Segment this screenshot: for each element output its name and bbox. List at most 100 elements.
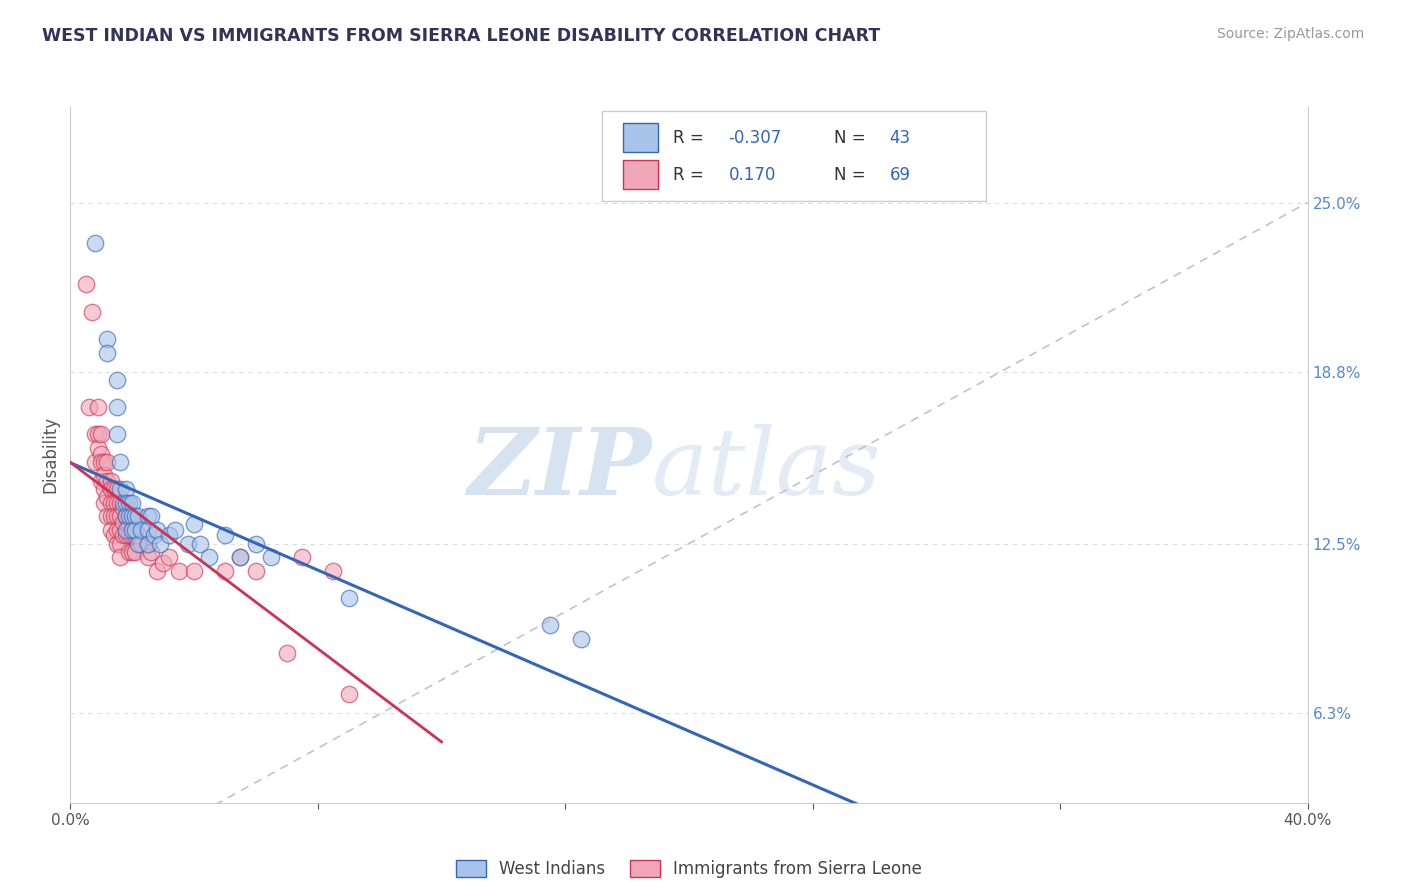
Point: [96, 332, 118, 346]
Point: [105, 400, 128, 414]
Point: [136, 509, 159, 524]
Point: [121, 528, 143, 542]
Point: [115, 523, 138, 537]
FancyBboxPatch shape: [602, 111, 986, 201]
Point: [111, 528, 134, 542]
Point: [93, 496, 115, 510]
Point: [115, 482, 138, 496]
Point: [96, 509, 118, 524]
Point: [90, 427, 112, 442]
Point: [118, 496, 141, 510]
Point: [93, 482, 115, 496]
Point: [146, 564, 169, 578]
Point: [118, 509, 141, 524]
Point: [105, 523, 128, 537]
Point: [177, 536, 200, 550]
Point: [96, 455, 118, 469]
Point: [146, 523, 169, 537]
Point: [121, 496, 143, 510]
Point: [142, 528, 165, 542]
Text: atlas: atlas: [652, 424, 882, 514]
Point: [229, 550, 252, 565]
Point: [322, 564, 344, 578]
Point: [118, 517, 141, 532]
Point: [136, 536, 159, 550]
Point: [100, 496, 122, 510]
Point: [108, 496, 131, 510]
Point: [124, 523, 146, 537]
Point: [569, 632, 592, 646]
Point: [103, 496, 125, 510]
Point: [105, 536, 128, 550]
Point: [100, 509, 122, 524]
Point: [108, 482, 131, 496]
Point: [157, 528, 180, 542]
Point: [87, 427, 110, 442]
Point: [90, 455, 112, 469]
Point: [84, 427, 107, 442]
Text: 69: 69: [890, 166, 910, 184]
Text: R =: R =: [673, 166, 703, 184]
Point: [131, 536, 153, 550]
Point: [139, 545, 162, 559]
Point: [131, 523, 153, 537]
Point: [115, 509, 138, 524]
Point: [260, 550, 283, 565]
Text: WEST INDIAN VS IMMIGRANTS FROM SIERRA LEONE DISABILITY CORRELATION CHART: WEST INDIAN VS IMMIGRANTS FROM SIERRA LE…: [42, 27, 880, 45]
Point: [165, 523, 187, 537]
Point: [96, 474, 118, 488]
Point: [100, 482, 122, 496]
Point: [87, 441, 110, 455]
Point: [214, 528, 236, 542]
Point: [108, 550, 131, 565]
Point: [118, 528, 141, 542]
Text: N =: N =: [834, 166, 865, 184]
Point: [111, 501, 134, 516]
Point: [124, 545, 146, 559]
Point: [105, 373, 128, 387]
Point: [87, 400, 110, 414]
Text: 43: 43: [890, 128, 911, 146]
Point: [108, 509, 131, 524]
Point: [84, 455, 107, 469]
Point: [93, 468, 115, 483]
Point: [100, 474, 122, 488]
Point: [121, 523, 143, 537]
Point: [124, 528, 146, 542]
Point: [103, 528, 125, 542]
Point: [245, 564, 267, 578]
Point: [90, 474, 112, 488]
Point: [139, 509, 162, 524]
Point: [108, 523, 131, 537]
Y-axis label: Disability: Disability: [41, 417, 59, 493]
Text: R =: R =: [673, 128, 703, 146]
Point: [183, 564, 205, 578]
Point: [121, 517, 143, 532]
Point: [90, 446, 112, 460]
Point: [108, 455, 131, 469]
Point: [276, 646, 298, 660]
Point: [115, 509, 138, 524]
Point: [103, 482, 125, 496]
Point: [80, 304, 103, 318]
Point: [136, 536, 159, 550]
Point: [124, 509, 146, 524]
Point: [93, 455, 115, 469]
FancyBboxPatch shape: [623, 123, 658, 153]
Point: [75, 277, 97, 292]
Point: [96, 345, 118, 359]
Point: [105, 496, 128, 510]
Point: [198, 550, 221, 565]
Text: ZIP: ZIP: [468, 424, 652, 514]
Point: [229, 550, 252, 565]
Text: 0.170: 0.170: [728, 166, 776, 184]
Text: -0.307: -0.307: [728, 128, 782, 146]
Point: [111, 515, 134, 529]
Point: [291, 550, 314, 565]
Point: [337, 591, 360, 606]
Point: [337, 687, 360, 701]
Point: [538, 618, 561, 632]
Point: [149, 536, 172, 550]
Point: [136, 550, 159, 565]
Point: [100, 523, 122, 537]
